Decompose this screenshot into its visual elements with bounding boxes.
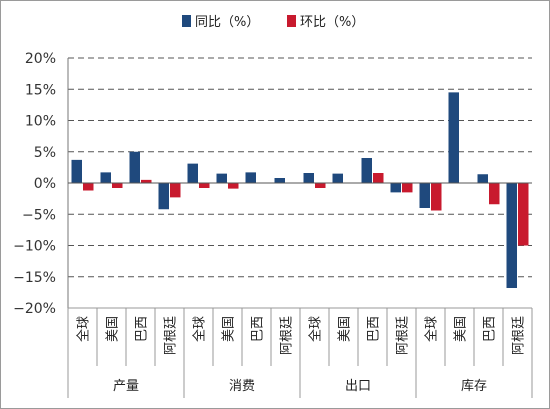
legend-swatch-series-2 [287,15,296,27]
bar-series-2 [141,179,152,183]
legend-swatch-series-1 [182,15,191,27]
y-tick-label: −10% [13,239,56,255]
bar-series-2 [489,183,500,205]
bar-series-2 [402,183,413,193]
category-label: 巴西 [251,316,266,342]
bar-series-1 [274,178,285,183]
y-axis-tick-labels: 20% 15% 10% 5% 0% −5% −10% −15% −20% [13,51,56,317]
bar-series-1 [361,158,372,183]
category-label: 美国 [106,316,121,342]
bar-series-1 [245,172,256,183]
bar-series-1 [100,172,111,183]
category-label: 全球 [192,316,208,342]
bar-series-2 [373,173,384,183]
bar-series-2 [83,183,94,191]
y-tick-label: −20% [13,301,56,317]
bar-series-1 [419,183,430,208]
category-label: 巴西 [483,316,498,342]
y-tick-label: 20% [25,51,56,67]
bar-series-2 [228,183,239,189]
bar-series-1 [216,173,227,183]
legend-label-series-2: 环比（%） [300,15,364,30]
bar-series-1 [158,183,169,210]
category-label: 阿根廷 [512,316,527,355]
bar-series-2 [315,183,326,188]
group-labels: 产量 消费 出口 库存 [113,378,487,394]
group-label: 出口 [345,379,371,394]
category-label: 美国 [222,316,237,342]
category-label: 巴西 [135,316,150,342]
bar-series-2 [518,183,529,246]
category-label: 全球 [424,316,440,342]
bar-series-1 [187,163,198,183]
legend: 同比（%） 环比（%） [182,15,364,30]
category-label: 美国 [454,316,469,342]
bar-series-1 [390,183,401,193]
bar-series-2 [199,183,210,188]
bar-series-2 [112,183,123,188]
category-label: 全球 [308,316,324,342]
group-label: 产量 [113,379,139,394]
bar-series-1 [448,92,459,183]
bar-series-2 [431,183,442,211]
category-label: 巴西 [367,316,382,342]
bar-series-1 [477,174,488,183]
bar-series-1 [506,183,517,288]
bar-series-2 [170,183,181,198]
category-labels: 全球 美国 巴西 阿根廷 全球 美国 巴西 阿根廷 全球 美国 巴西 阿根廷 全球 美国 巴西 阿根廷 [76,316,527,355]
category-label: 美国 [338,316,353,342]
y-tick-label: 0% [34,176,56,192]
category-label: 阿根廷 [396,316,411,355]
bar-series-1 [332,173,343,183]
y-tick-label: 15% [25,82,56,98]
group-label: 消费 [229,379,255,394]
y-tick-label: 5% [34,145,56,161]
bar-series-1 [71,159,82,183]
axes [67,58,533,398]
legend-label-series-1: 同比（%） [195,15,259,30]
bar-series-1 [303,173,314,183]
y-tick-label: −15% [13,270,56,286]
bars [71,92,529,288]
y-tick-label: −5% [22,207,56,223]
category-label: 阿根廷 [280,316,295,355]
y-tick-label: 10% [25,114,56,130]
group-label: 库存 [461,378,487,394]
category-label: 全球 [76,316,92,342]
category-label: 阿根廷 [164,316,179,355]
bar-series-1 [129,151,140,183]
